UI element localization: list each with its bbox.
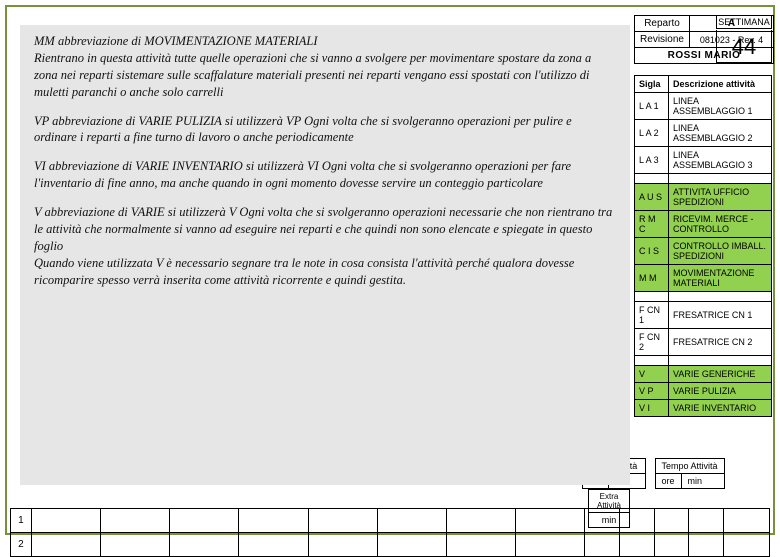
desc: VARIE GENERICHE <box>669 366 772 383</box>
sigla: M M <box>635 265 669 292</box>
desc: FRESATRICE CN 2 <box>669 329 772 356</box>
sigla: V I <box>635 400 669 417</box>
sigla: V P <box>635 383 669 400</box>
mm-title: MM abbreviazione di MOVIMENTAZIONE MATER… <box>34 34 318 48</box>
sigla: A U S <box>635 184 669 211</box>
row-number: 1 <box>11 509 32 533</box>
sigla: V <box>635 366 669 383</box>
desc: RICEVIM. MERCE - CONTROLLO <box>669 211 772 238</box>
reparto-label: Reparto <box>635 16 690 32</box>
desc: FRESATRICE CN 1 <box>669 302 772 329</box>
week-number: 44 <box>716 30 772 63</box>
desc: VARIE PULIZIA <box>669 383 772 400</box>
desc: MOVIMENTAZIONE MATERIALI <box>669 265 772 292</box>
desc: CONTROLLO IMBALL. SPEDIZIONI <box>669 238 772 265</box>
v-note: Quando viene utilizzata V è necessario s… <box>34 256 574 287</box>
table-row: 2 <box>11 533 770 557</box>
sigla: R M C <box>635 211 669 238</box>
sigla: F CN 2 <box>635 329 669 356</box>
sigla: F CN 1 <box>635 302 669 329</box>
min-label: min <box>681 474 709 488</box>
explanation-overlay: MM abbreviazione di MOVIMENTAZIONE MATER… <box>20 25 630 485</box>
row-number: 2 <box>11 533 32 557</box>
revisione-label: Revisione <box>635 32 690 48</box>
v-block: V abbreviazione di VARIE si utilizzerà V… <box>34 205 612 253</box>
col-sigla: Sigla <box>635 76 669 93</box>
mm-body: Rientrano in questa attività tutte quell… <box>34 51 591 99</box>
sigla: C I S <box>635 238 669 265</box>
col-desc: Descrizione attività <box>669 76 772 93</box>
desc: LINEA ASSEMBLAGGIO 2 <box>669 120 772 147</box>
desc: VARIE INVENTARIO <box>669 400 772 417</box>
table-row: 1 <box>11 509 770 533</box>
sigla: L A 3 <box>635 147 669 174</box>
activity-table: Sigla Descrizione attività L A 1LINEA AS… <box>634 75 772 417</box>
bottom-grid: 1 2 <box>10 508 770 557</box>
desc: LINEA ASSEMBLAGGIO 3 <box>669 147 772 174</box>
vp-block: VP abbreviazione di VARIE PULIZIA si uti… <box>34 113 616 147</box>
sigla: L A 1 <box>635 93 669 120</box>
tempo-label: Tempo Attività <box>656 459 724 474</box>
sigla: L A 2 <box>635 120 669 147</box>
settimana-label: SETTIMANA <box>716 15 772 29</box>
ore-label: ore <box>656 474 681 488</box>
desc: ATTIVITA UFFICIO SPEDIZIONI <box>669 184 772 211</box>
desc: LINEA ASSEMBLAGGIO 1 <box>669 93 772 120</box>
vi-block: VI abbreviazione di VARIE INVENTARIO si … <box>34 158 616 192</box>
